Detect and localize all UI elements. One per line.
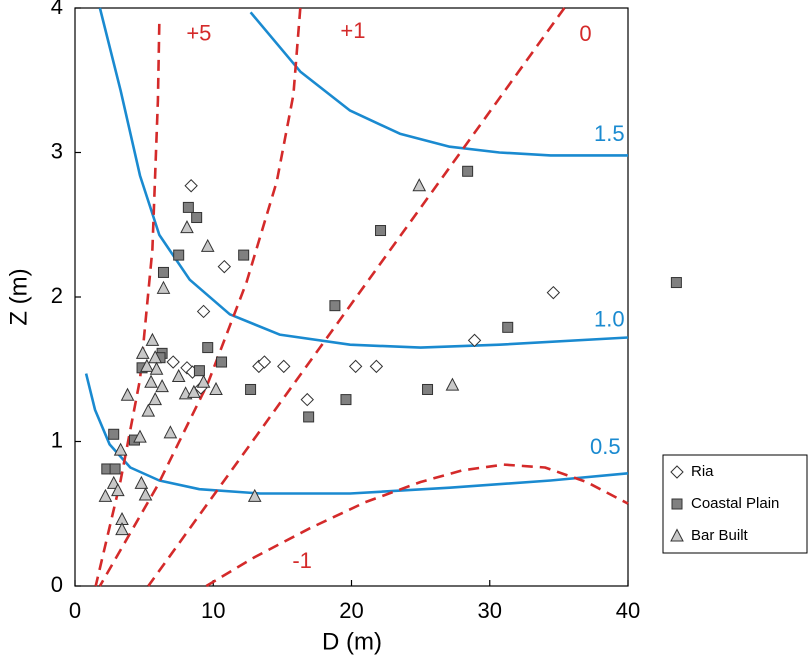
x-tick-label: 30: [478, 598, 502, 623]
x-tick-label: 0: [69, 598, 81, 623]
curve-label: +5: [186, 21, 211, 46]
marker-triangle: [148, 350, 163, 364]
marker-square: [462, 165, 474, 177]
marker-square: [216, 356, 228, 368]
curve-label: -1: [292, 548, 312, 573]
x-axis-label: D (m): [322, 628, 382, 655]
marker-square: [502, 321, 514, 333]
marker-triangle: [120, 387, 135, 401]
marker-triangle: [445, 377, 460, 391]
marker-triangle: [670, 528, 684, 542]
x-tick-label: 10: [201, 598, 225, 623]
marker-triangle: [247, 488, 262, 502]
curve: [98, 7, 302, 587]
marker-square: [340, 394, 352, 406]
marker-diamond: [300, 392, 314, 407]
y-tick-label: 3: [51, 138, 63, 163]
marker-square: [182, 201, 194, 213]
marker-triangle: [200, 238, 215, 252]
marker-square: [329, 300, 341, 312]
curve: [147, 7, 566, 587]
curve-label: 1.5: [594, 121, 625, 146]
marker-triangle: [138, 487, 153, 501]
marker-triangle: [134, 475, 149, 489]
curve: [205, 463, 629, 588]
marker-diamond: [467, 333, 482, 348]
marker-diamond: [257, 355, 272, 369]
marker-triangle: [187, 384, 201, 398]
marker-triangle: [412, 178, 427, 192]
curve: [249, 11, 628, 157]
marker-square: [375, 225, 387, 237]
marker-triangle: [113, 442, 128, 456]
marker-triangle: [171, 368, 186, 382]
marker-triangle: [209, 381, 223, 395]
y-tick-label: 1: [51, 427, 63, 452]
curve: [98, 7, 629, 349]
marker-diamond: [546, 285, 561, 300]
marker-triangle: [145, 332, 160, 346]
marker-diamond: [670, 465, 684, 479]
x-tick-label: 40: [616, 598, 640, 623]
marker-diamond: [184, 179, 198, 193]
marker-square: [671, 498, 683, 510]
marker-square: [303, 411, 315, 423]
marker-diamond: [369, 359, 384, 374]
marker-triangle: [98, 488, 113, 502]
curve-label: 1.0: [594, 306, 625, 331]
marker-triangle: [180, 220, 194, 234]
marker-triangle: [156, 280, 171, 294]
marker-triangle: [133, 429, 147, 443]
x-tick-label: 20: [339, 598, 363, 623]
marker-triangle: [140, 358, 154, 372]
marker-triangle: [196, 374, 211, 388]
curve: [94, 23, 161, 587]
legend-label: Coastal Plain: [691, 495, 779, 512]
marker-square: [191, 212, 203, 224]
marker-square: [422, 383, 434, 395]
legend: Ria Coastal Plain Bar Built: [662, 454, 808, 554]
marker-square: [202, 342, 214, 354]
marker-triangle: [144, 374, 158, 388]
marker-square: [109, 463, 121, 475]
legend-box: [662, 454, 808, 554]
marker-square: [173, 249, 185, 261]
marker-square: [193, 365, 205, 377]
marker-diamond: [348, 359, 363, 374]
marker-square: [245, 383, 257, 395]
marker-triangle: [135, 345, 150, 359]
curve-label: 0.5: [590, 434, 621, 459]
y-tick-label: 4: [51, 0, 63, 19]
plot-frame: [74, 7, 629, 587]
curve: [84, 373, 629, 495]
marker-square: [670, 277, 682, 289]
curve-label: 0: [579, 21, 591, 46]
marker-square: [157, 266, 169, 278]
curve-label: +1: [340, 18, 365, 43]
marker-diamond: [196, 304, 211, 319]
y-tick-label: 2: [51, 283, 63, 308]
legend-label: Bar Built: [691, 527, 749, 544]
marker-triangle: [115, 522, 129, 536]
marker-square: [238, 249, 250, 261]
marker-diamond: [217, 259, 232, 274]
marker-triangle: [111, 483, 125, 497]
marker-diamond: [166, 355, 180, 369]
marker-triangle: [149, 361, 164, 375]
marker-triangle: [148, 392, 163, 406]
marker-triangle: [163, 425, 178, 439]
y-axis-label: Z (m): [5, 268, 32, 325]
legend-label: Ria: [691, 463, 714, 480]
marker-diamond: [277, 359, 291, 374]
marker-triangle: [155, 379, 169, 393]
marker-triangle: [141, 403, 156, 417]
y-tick-label: 0: [51, 572, 63, 597]
marker-square: [108, 428, 120, 440]
